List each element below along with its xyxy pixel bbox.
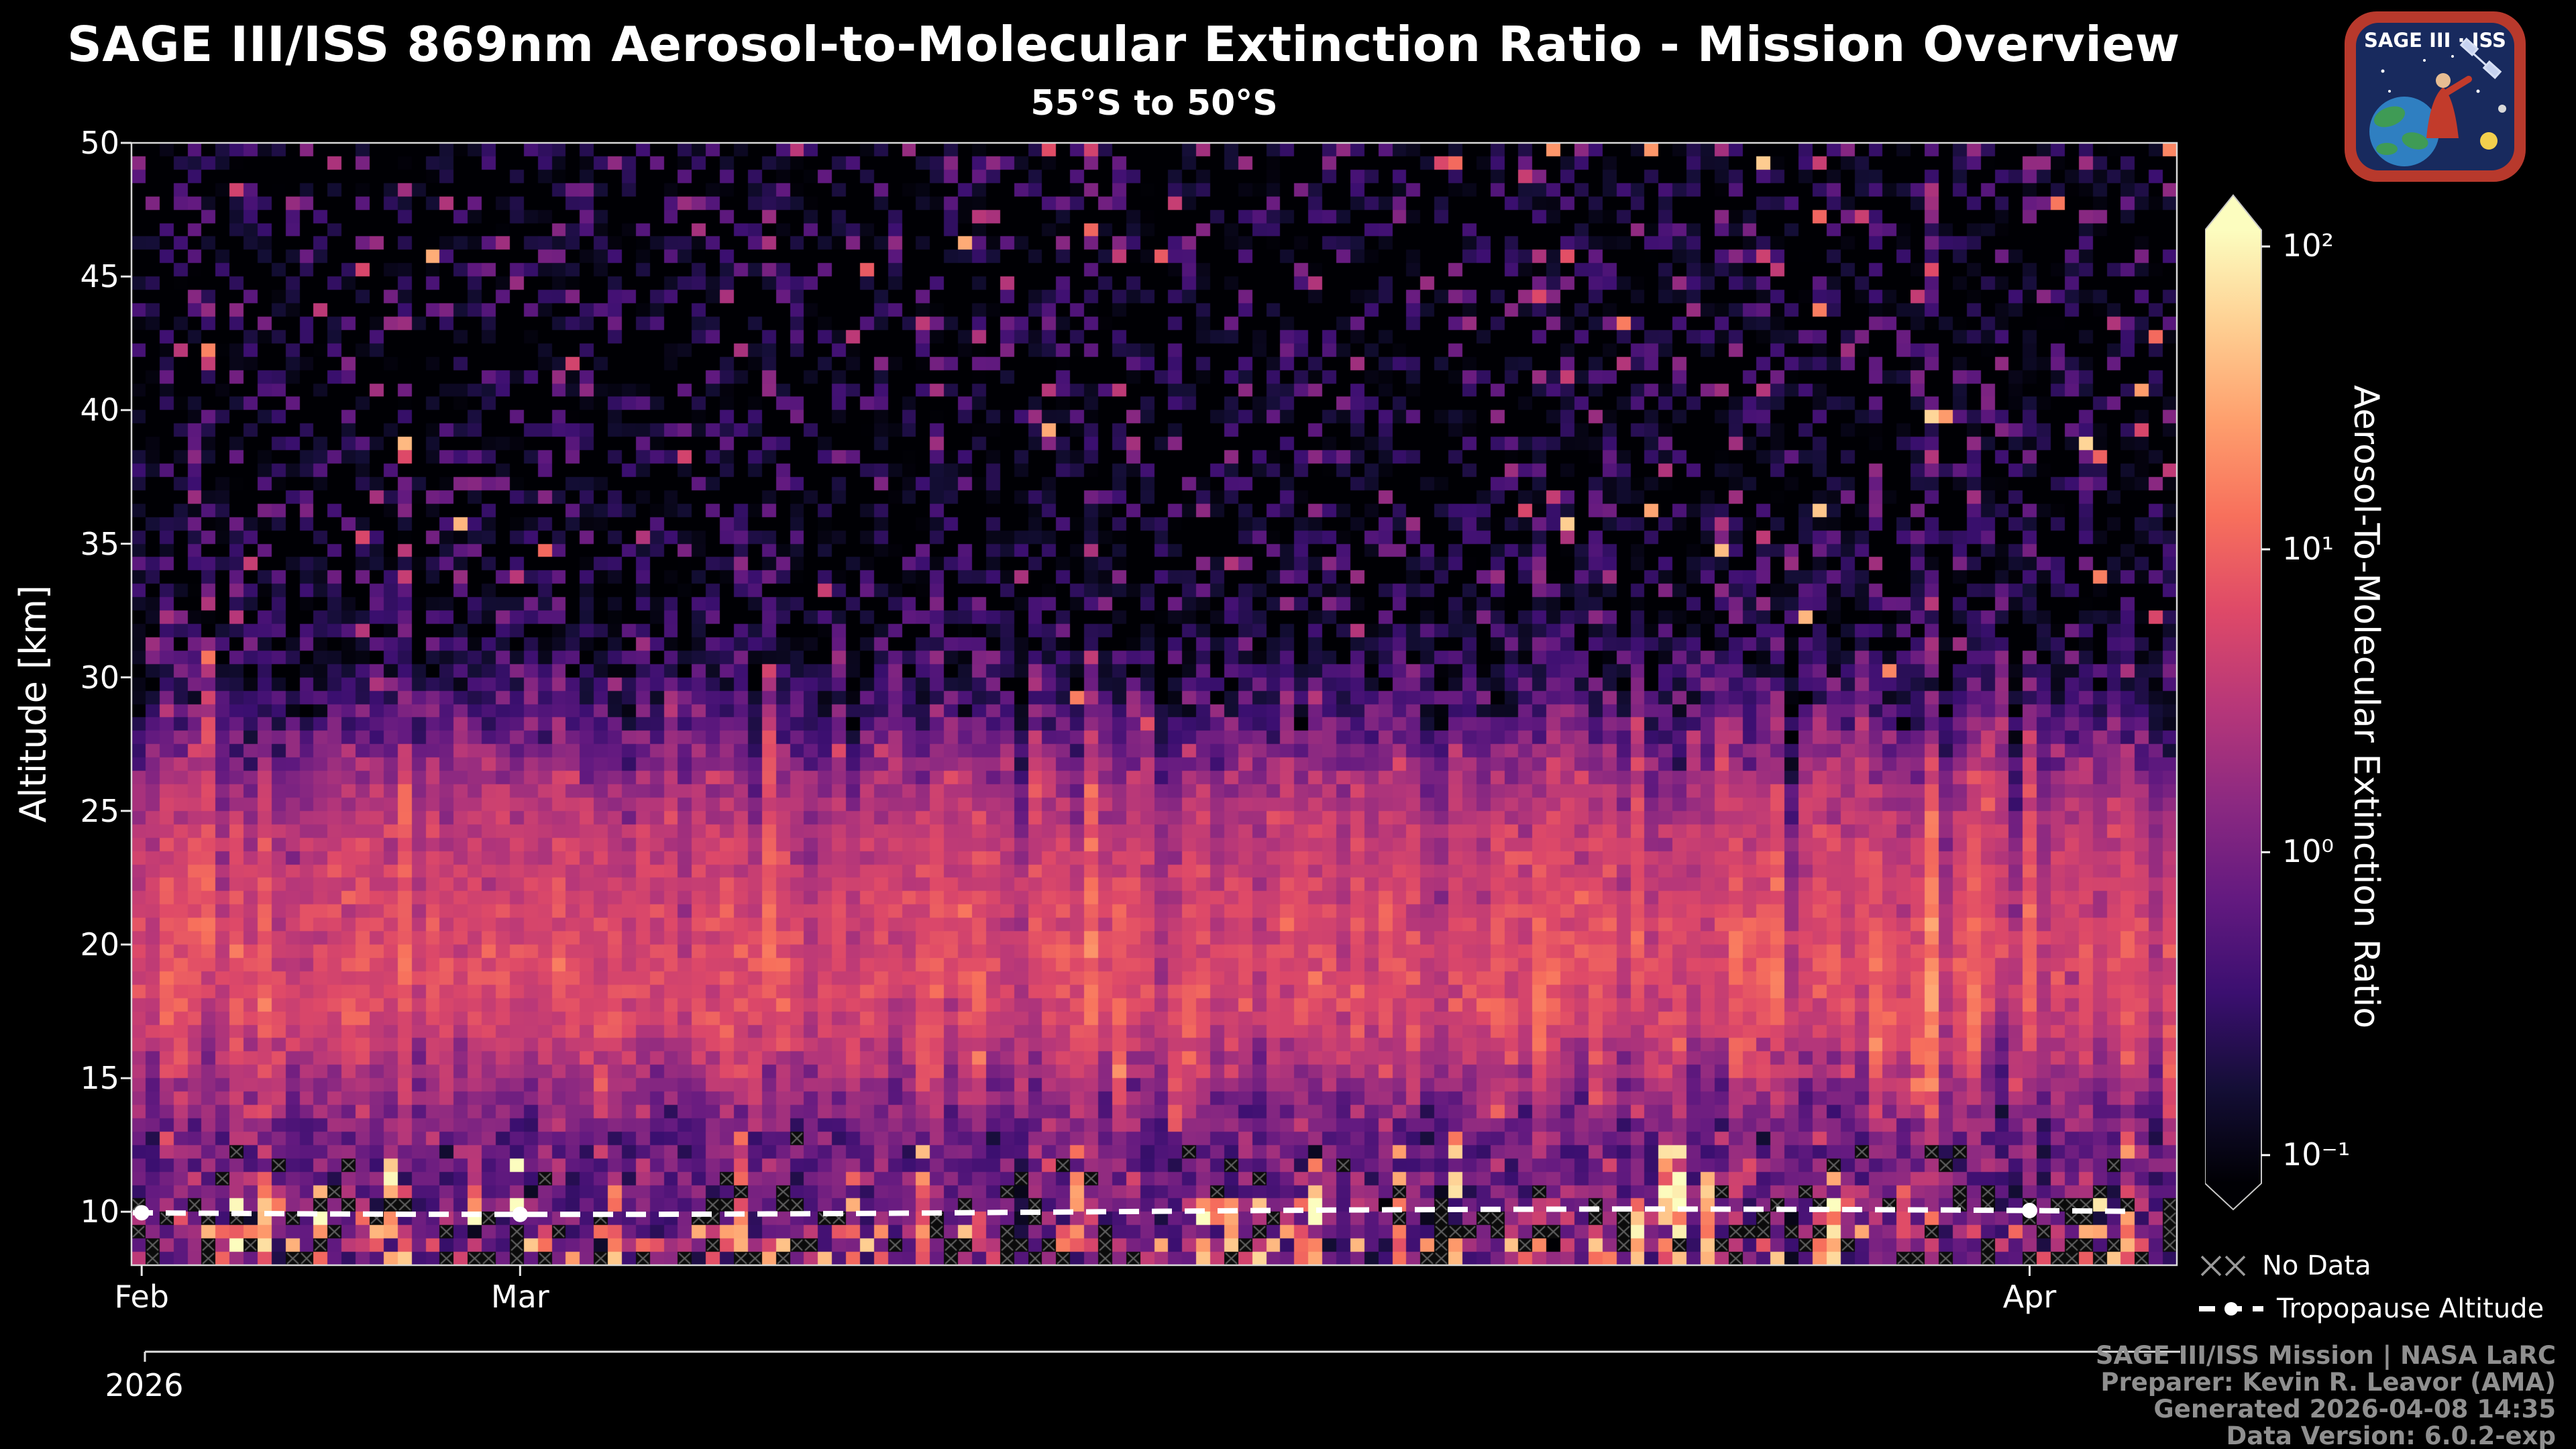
chart-title: SAGE III/ISS 869nm Aerosol-to-Molecular … [67, 16, 2180, 72]
credit-line-mission: SAGE III/ISS Mission | NASA LaRC [2095, 1341, 2556, 1370]
colorbar-tick-label: 10⁻¹ [2282, 1136, 2351, 1173]
legend-no-data: No Data [2199, 1249, 2544, 1283]
legend-tropopause: Tropopause Altitude [2199, 1292, 2544, 1326]
y-tick-label-20: 20 [80, 926, 119, 963]
mission-patch-logo: SAGE III · ISS [2345, 11, 2526, 182]
colorbar-tick-marks [2261, 245, 2270, 1157]
credit-line-preparer: Preparer: Kevin R. Leavor (AMA) [2100, 1368, 2556, 1397]
patch-title: SAGE III · ISS [2364, 29, 2506, 52]
no-data-hatch-icon [2200, 1255, 2246, 1277]
colorbar-tick-label: 10¹ [2282, 530, 2334, 567]
x-tick-label-apr: Apr [2002, 1279, 2057, 1315]
credit-line-generated: Generated 2026-04-08 14:35 [2153, 1395, 2556, 1424]
y-tick-label-45: 45 [80, 258, 119, 295]
y-tick-label-35: 35 [80, 525, 119, 562]
patch-iss [2459, 38, 2502, 79]
credits-block: SAGE III/ISS Mission | NASA LaRC Prepare… [2096, 1342, 2556, 1449]
x-tick-label-feb: Feb [114, 1279, 169, 1315]
y-tick-label-40: 40 [80, 392, 119, 429]
patch-sage-arm [2441, 76, 2472, 97]
tropopause-line-icon [2199, 1302, 2263, 1316]
colorbar-tick-label: 10⁰ [2282, 833, 2334, 870]
legend-tropopause-label: Tropopause Altitude [2277, 1293, 2544, 1324]
heatmap-canvas [131, 143, 2177, 1265]
patch-moon-icon [2498, 105, 2506, 113]
colorbar-label: Aerosol-To-Molecular Extinction Ratio [2346, 384, 2386, 1029]
y-axis-label: Altitude [km] [11, 585, 54, 823]
x-tick-label-mar: Mar [490, 1279, 549, 1315]
patch-sun-icon [2480, 132, 2498, 150]
y-tick-label-15: 15 [80, 1060, 119, 1097]
credit-line-version: Data Version: 6.0.2-exp [2226, 1421, 2556, 1449]
colorbar-gradient-bar [2205, 194, 2262, 1211]
colorbar-tick-label: 10² [2282, 227, 2334, 264]
legend-no-data-label: No Data [2262, 1250, 2371, 1281]
chart-subtitle: 55°S to 50°S [1030, 83, 1278, 123]
y-axis-label-wrap: Altitude [km] [9, 143, 56, 1265]
y-tick-label-25: 25 [80, 792, 119, 829]
x-axis-year-label: 2026 [105, 1367, 184, 1403]
y-tick-label-30: 30 [80, 659, 119, 696]
colorbar-label-wrap: Aerosol-To-Molecular Extinction Ratio [2344, 230, 2388, 1183]
colorbar [2205, 194, 2270, 1211]
y-tick-label-10: 10 [80, 1193, 119, 1230]
y-tick-label-50: 50 [80, 125, 119, 161]
patch-earth-land [2373, 106, 2428, 155]
patch-sage-head [2436, 73, 2451, 88]
patch-sage-figure [2426, 87, 2459, 138]
legend: No Data Tropopause Altitude [2199, 1249, 2544, 1326]
